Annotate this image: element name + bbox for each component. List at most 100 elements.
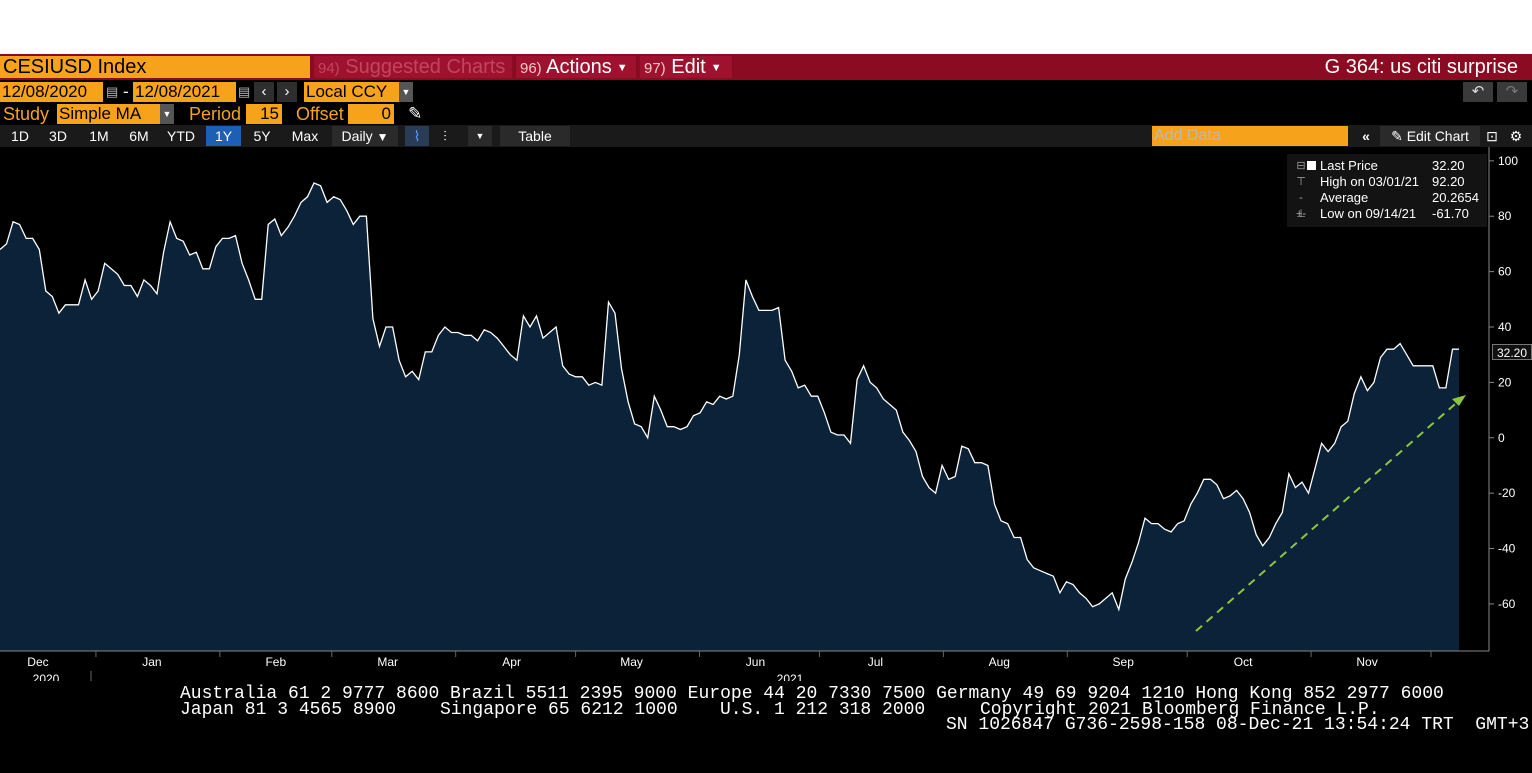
- chart-settings-icon[interactable]: ⊡: [1486, 128, 1498, 144]
- footer-contacts-us: U.S. 1 212 318 2000: [720, 700, 926, 720]
- x-tick-label: Jun: [746, 655, 765, 669]
- actions-number: 96): [520, 60, 542, 77]
- collapse-box-icon[interactable]: ⊟: [1296, 160, 1306, 172]
- y-tick-label: 100: [1498, 154, 1518, 168]
- chevron-down-icon: ▼: [710, 62, 722, 74]
- actions-label: Actions: [546, 56, 612, 78]
- x-axis-ticks: Dec Jan Feb Mar Apr May Jun Jul Aug Sep Oct Nov 2020…: [27, 651, 1432, 681]
- high-value: 92.20: [1432, 174, 1465, 189]
- suggested-charts-label: Suggested Charts: [345, 56, 506, 78]
- edit-chart-button[interactable]: ✎ Edit Chart: [1380, 126, 1480, 146]
- suggested-charts-button[interactable]: 94) Suggested Charts: [314, 56, 512, 78]
- x-tick-label: Aug: [989, 655, 1010, 669]
- last-price-value: 32.20: [1432, 158, 1465, 173]
- average-value: 20.2654: [1432, 190, 1479, 205]
- x-tick-label: Sep: [1113, 655, 1135, 669]
- pencil-icon: ✎: [1391, 128, 1403, 144]
- study-select[interactable]: Simple MA: [57, 104, 160, 124]
- undo-icon[interactable]: ↶: [1463, 82, 1493, 102]
- y-axis-ticks: 100 80 60 40 20 0 -20 -40 -60: [1489, 154, 1518, 611]
- trend-arrow-head: [1452, 395, 1466, 406]
- function-title: G 364: us citi surprise: [1324, 56, 1518, 78]
- end-date-field[interactable]: 12/08/2021: [133, 82, 236, 102]
- suggested-charts-number: 94): [318, 60, 340, 77]
- range-toolbar: 1D 3D 1M 6M YTD 1Y 5Y Max Daily ▼ ⌇ ⫶ ▼ …: [0, 125, 1532, 147]
- y-tick-label: 80: [1498, 209, 1512, 223]
- low-value: -61.70: [1432, 206, 1469, 221]
- period-label: Period: [189, 104, 242, 124]
- title-bar: CESIUSD Index 94) Suggested Charts 96) A…: [0, 54, 1532, 80]
- y-tick-label: -20: [1498, 486, 1516, 500]
- x-tick-label: Nov: [1356, 655, 1377, 669]
- last-price-swatch: [1307, 161, 1316, 170]
- x-tick-label: Oct: [1234, 655, 1253, 669]
- footer-contacts-singapore: Singapore 65 6212 1000: [440, 700, 678, 720]
- x-tick-label: May: [620, 655, 643, 669]
- pen-icon[interactable]: ✎: [408, 104, 423, 123]
- offset-label: Offset: [296, 104, 344, 124]
- frequency-select[interactable]: Daily ▼: [332, 126, 398, 146]
- offset-field[interactable]: 0: [348, 104, 394, 124]
- bloomberg-terminal-window: CESIUSD Index 94) Suggested Charts 96) A…: [0, 54, 1532, 773]
- range-6m[interactable]: 6M: [129, 128, 149, 144]
- price-line: [0, 182, 1459, 612]
- line-chart-icon[interactable]: ⌇: [405, 126, 429, 146]
- table-button[interactable]: Table: [500, 126, 570, 146]
- date-separator: -: [123, 82, 129, 101]
- y-tick-label: 0: [1498, 431, 1505, 445]
- x-tick-label: Feb: [265, 655, 286, 669]
- average-marker-icon: -+-: [1295, 192, 1307, 220]
- security-field[interactable]: CESIUSD Index: [0, 56, 310, 78]
- last-price-tag: 32.20: [1492, 344, 1532, 360]
- average-label: Average: [1320, 190, 1369, 205]
- last-price-label: Last Price: [1320, 158, 1378, 173]
- price-chart[interactable]: 100 80 60 40 20 0 -20 -40 -60 Dec Jan Feb Mar Apr May…: [0, 147, 1532, 681]
- low-marker-icon: ⊥: [1296, 208, 1306, 220]
- trend-arrow: [1195, 397, 1463, 632]
- footer-session-info: SN 1026847 G736-2598-158 08-Dec-21 13:54…: [946, 715, 1532, 735]
- chevron-down-icon[interactable]: ▼: [399, 82, 413, 102]
- x-year-label: 2021: [777, 672, 804, 681]
- collapse-icon[interactable]: «: [1362, 128, 1370, 144]
- x-tick-label: Jan: [142, 655, 161, 669]
- chevron-down-icon[interactable]: ▼: [468, 126, 492, 146]
- y-tick-label: 20: [1498, 375, 1512, 389]
- frequency-label: Daily: [341, 128, 373, 144]
- footer-copyright: Copyright 2021 Bloomberg Finance L.P.: [980, 700, 1380, 720]
- chevron-down-icon[interactable]: ▼: [160, 104, 174, 124]
- currency-select[interactable]: Local CCY: [304, 82, 400, 102]
- x-tick-label: Apr: [502, 655, 521, 669]
- y-tick-label: 40: [1498, 320, 1512, 334]
- y-tick-label: -40: [1498, 542, 1516, 556]
- add-data-input[interactable]: [1152, 126, 1348, 146]
- footer-contacts-line1: Australia 61 2 9777 8600 Brazil 5511 239…: [180, 684, 1444, 704]
- next-period-button[interactable]: ›: [277, 82, 297, 102]
- range-1y[interactable]: 1Y: [206, 126, 241, 146]
- caret-down-icon: ▼: [376, 130, 389, 144]
- range-5y[interactable]: 5Y: [253, 128, 271, 144]
- range-3d[interactable]: 3D: [49, 128, 67, 144]
- range-1m[interactable]: 1M: [89, 128, 109, 144]
- range-ytd[interactable]: YTD: [167, 128, 195, 144]
- study-label: Study: [3, 104, 50, 124]
- period-field[interactable]: 15: [246, 104, 282, 124]
- calendar-icon[interactable]: ▤: [238, 84, 251, 99]
- legend: ⊟ Last Price 32.20 ⊤ High on 03/01/21 92…: [1287, 154, 1487, 227]
- calendar-icon[interactable]: ▤: [106, 84, 119, 99]
- range-max[interactable]: Max: [291, 128, 319, 144]
- price-area: [0, 183, 1459, 651]
- actions-menu-button[interactable]: 96) Actions ▼: [516, 56, 636, 78]
- edit-chart-label: Edit Chart: [1406, 128, 1469, 144]
- range-1d[interactable]: 1D: [11, 128, 29, 144]
- previous-period-button[interactable]: ‹: [254, 82, 274, 102]
- high-label: High on 03/01/21: [1320, 174, 1420, 189]
- edit-menu-button[interactable]: 97) Edit ▼: [640, 56, 732, 78]
- high-marker-icon: ⊤: [1296, 176, 1306, 188]
- x-year-label: 2020: [33, 672, 60, 681]
- redo-icon[interactable]: ↷: [1497, 82, 1527, 102]
- candlestick-icon[interactable]: ⫶: [443, 128, 447, 144]
- gear-icon[interactable]: ⚙: [1509, 128, 1523, 144]
- start-date-field[interactable]: 12/08/2020: [0, 82, 103, 102]
- x-tick-label: Dec: [27, 655, 48, 669]
- chevron-down-icon: ▼: [616, 62, 628, 74]
